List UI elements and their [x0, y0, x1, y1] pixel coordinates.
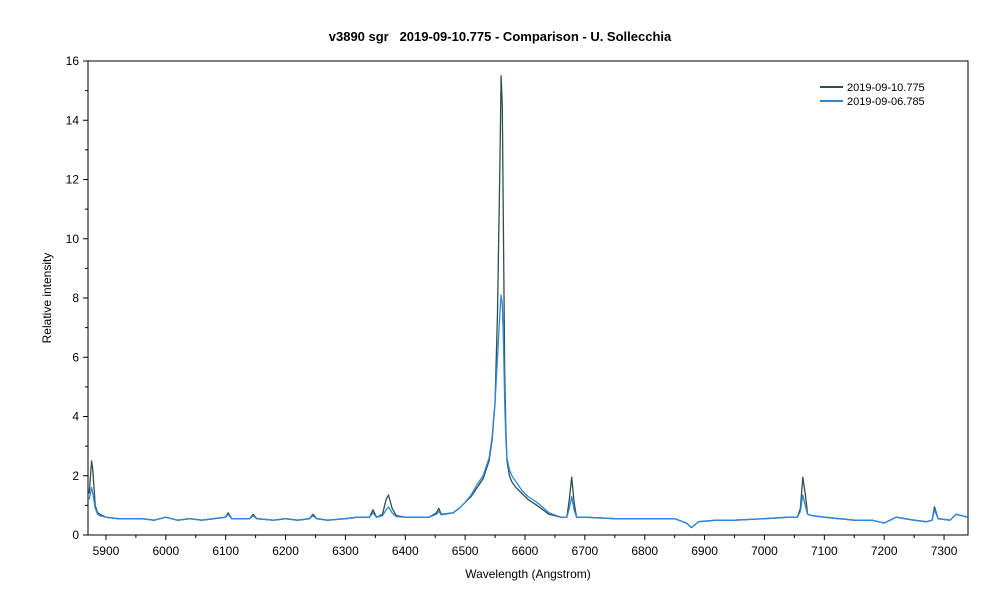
series-line-2 [88, 294, 969, 529]
x-tick-label: 7300 [931, 544, 958, 558]
x-tick-label: 6100 [212, 544, 239, 558]
x-tick-label: 7200 [871, 544, 898, 558]
legend: 2019-09-10.775 2019-09-06.785 [820, 82, 925, 108]
y-axis: 0 2 4 6 8 10 12 14 16 [66, 54, 88, 542]
x-tick-label: 7100 [811, 544, 838, 558]
x-tick-label: 6000 [152, 544, 179, 558]
x-axis: 5900 6000 6100 6200 6300 6400 6500 6600 6700 6800… [93, 535, 958, 558]
y-tick-label: 10 [66, 232, 80, 246]
plot-frame [87, 60, 969, 536]
x-tick-label: 7000 [751, 544, 778, 558]
legend-label: 2019-09-10.775 [847, 82, 925, 94]
y-tick-label: 0 [72, 528, 79, 542]
x-axis-label: Wavelength (Angstrom) [465, 567, 591, 581]
x-tick-label: 6900 [691, 544, 718, 558]
x-tick-label: 6400 [392, 544, 419, 558]
x-tick-label: 6200 [272, 544, 299, 558]
y-tick-label: 14 [66, 113, 80, 127]
x-tick-label: 6300 [332, 544, 359, 558]
x-tick-label: 5900 [93, 544, 120, 558]
y-tick-label: 4 [72, 410, 79, 424]
y-tick-label: 16 [66, 54, 80, 68]
series-layer [88, 75, 969, 529]
y-tick-label: 8 [72, 291, 79, 305]
x-tick-label: 6700 [572, 544, 599, 558]
y-tick-label: 12 [66, 173, 80, 187]
y-axis-label: Relative intensity [40, 253, 54, 344]
x-tick-label: 6500 [452, 544, 479, 558]
y-tick-label: 2 [72, 469, 79, 483]
y-tick-label: 6 [72, 350, 79, 364]
x-tick-label: 6600 [512, 544, 539, 558]
x-tick-label: 6800 [631, 544, 658, 558]
chart-title: v3890 sgr 2019-09-10.775 - Comparison - … [328, 29, 672, 44]
legend-label: 2019-09-06.785 [847, 96, 925, 108]
